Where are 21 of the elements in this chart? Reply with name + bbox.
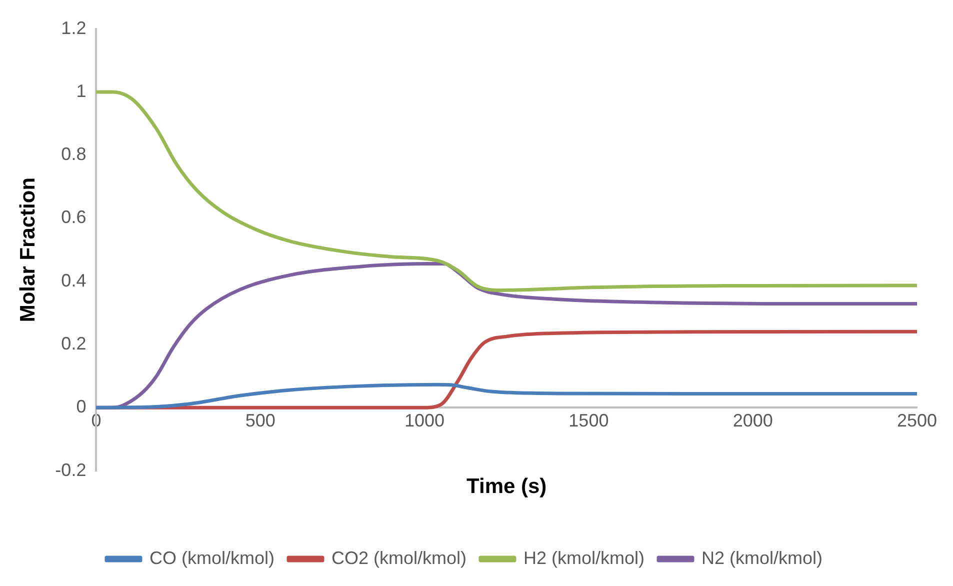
legend-label: N2 (kmol/kmol) [702,548,823,568]
y-tick-label: 0.8 [61,144,86,164]
y-tick-label: 1 [76,80,86,101]
legend-label: CO (kmol/kmol) [149,548,274,568]
x-tick-label: 500 [245,410,276,430]
x-axis-title: Time (s) [466,475,547,498]
x-tick-label: 1500 [568,410,609,430]
x-tick-label: 1000 [404,410,445,430]
y-tick-label: 0.6 [61,207,86,228]
x-tick-label: 2000 [732,410,773,430]
y-tick-label: -0.2 [55,460,86,480]
legend-label: H2 (kmol/kmol) [523,548,645,568]
y-tick-label: 1.2 [61,18,86,38]
line-series [96,90,917,292]
x-tick-label: 2500 [896,410,938,430]
y-tick-label: 0.4 [61,270,86,290]
legend-label: CO2 (kmol/kmol) [331,548,466,568]
y-axis-title: Molar Fraction [16,177,40,322]
y-tick-label: 0 [76,396,86,417]
line-series [96,382,917,410]
y-tick-label: 0.2 [61,333,86,354]
